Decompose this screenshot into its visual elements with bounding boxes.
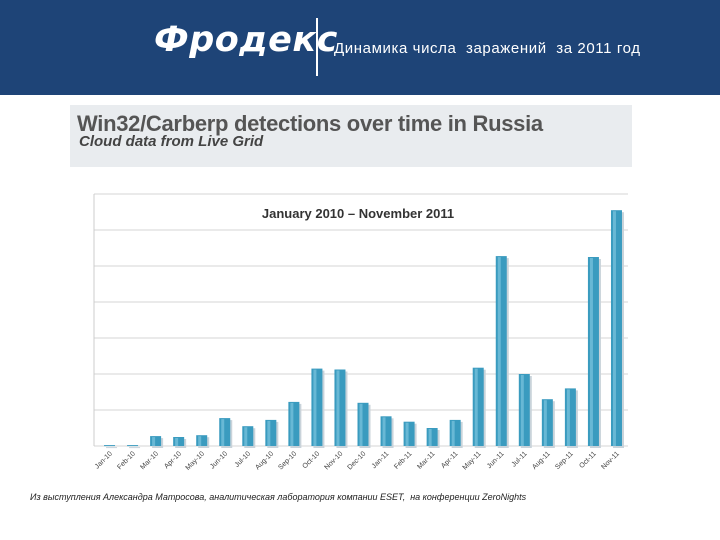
bar-highlight: [612, 211, 616, 446]
chart-subtitle: Cloud data from Live Grid: [79, 133, 264, 150]
bar-highlight: [244, 427, 248, 446]
brand-logo: Фродекс: [154, 20, 338, 60]
bar-jul-11: [518, 374, 530, 446]
x-tick-label: Apr-11: [440, 450, 460, 470]
bar-highlight: [543, 400, 547, 446]
header-banner: Фродекс Динамика числа заражений за 2011…: [0, 0, 720, 95]
bar-sep-10: [288, 401, 300, 446]
chart-title: Win32/Carberp detections over time in Ru…: [77, 111, 543, 136]
chart-period-label: January 2010 – November 2011: [262, 206, 454, 221]
bar-highlight: [336, 370, 340, 446]
bar-nov-10: [334, 369, 346, 446]
bar-highlight: [405, 422, 409, 446]
source-caption: Из выступления Александра Матросова, ана…: [30, 492, 527, 502]
bar-apr-11: [449, 419, 461, 446]
bar-jul-10: [242, 426, 254, 446]
bar-apr-10: [173, 437, 185, 446]
bar-aug-10: [265, 419, 277, 446]
bar-highlight: [359, 403, 363, 446]
bar-feb-11: [403, 421, 415, 446]
x-tick-label: Oct-10: [302, 450, 322, 470]
x-tick-label: May-11: [462, 450, 483, 471]
bar-nov-11: [610, 210, 622, 446]
bar-mar-11: [426, 428, 438, 446]
bar-may-10: [196, 435, 208, 446]
x-tick-label: Aug-10: [254, 450, 275, 471]
chart-title-box: Win32/Carberp detections over time in Ru…: [70, 105, 632, 167]
bar-highlight: [313, 369, 317, 446]
x-tick-label: Aug-11: [531, 450, 552, 471]
x-tick-label: Feb-10: [116, 450, 137, 471]
x-tick-label: Jan-10: [94, 450, 114, 470]
bar-highlight: [566, 389, 570, 446]
bar-may-11: [472, 367, 484, 446]
x-tick-label: Mar-11: [416, 450, 436, 470]
bar-highlight: [497, 257, 501, 446]
x-tick-label: Feb-11: [393, 450, 413, 470]
bar-highlight: [428, 429, 432, 446]
bar-chart: January 2010 – November 2011 Jan-10 Feb-10…: [93, 193, 628, 472]
header-subtitle: Динамика числа заражений за 2011 год: [334, 40, 641, 57]
bar-highlight: [290, 402, 294, 446]
bar-highlight: [589, 258, 593, 446]
x-tick-label: Nov-11: [600, 450, 621, 471]
x-tick-label: Mar-10: [139, 450, 160, 471]
bar-shadow: [129, 447, 141, 449]
bar-highlight: [520, 375, 524, 446]
bar-oct-10: [311, 368, 323, 446]
x-tick-label: Nov-10: [323, 450, 344, 471]
bar-mar-10: [150, 436, 162, 446]
bar-jan-11: [380, 416, 392, 446]
chart-area: January 2010 – November 2011 Jan-10 Feb-10…: [86, 186, 636, 486]
x-tick-label: Apr-10: [163, 450, 183, 470]
bar-highlight: [198, 436, 202, 446]
x-tick-label: Sep-11: [554, 450, 575, 471]
x-tick-label: Jul-11: [511, 450, 529, 468]
x-tick-label: Sep-10: [277, 450, 298, 471]
bar-sep-11: [564, 388, 576, 446]
bar-shadow: [106, 447, 118, 449]
x-tick-label: Jan-11: [371, 450, 391, 470]
bar-aug-11: [541, 399, 553, 446]
bar-highlight: [474, 368, 478, 446]
x-tick-label: Dec-10: [346, 450, 367, 471]
bar-oct-11: [587, 257, 599, 446]
header-divider: [316, 18, 318, 76]
x-tick-label: Jul-10: [234, 450, 253, 469]
bar-jun-10: [219, 418, 231, 446]
x-tick-label: Oct-11: [578, 450, 598, 470]
bar-jun-11: [495, 256, 507, 446]
bar-feb-10: [127, 445, 139, 447]
bar-highlight: [152, 437, 156, 446]
x-tick-label: May-10: [185, 450, 207, 472]
bar-highlight: [382, 417, 386, 446]
bar-highlight: [267, 420, 271, 446]
bar-jan-10: [104, 445, 116, 447]
bar-highlight: [451, 420, 455, 446]
bar-dec-10: [357, 402, 369, 446]
x-tick-label: Jun-10: [209, 450, 229, 470]
bar-highlight: [221, 419, 225, 446]
x-tick-label: Jun-11: [486, 450, 506, 470]
bar-highlight: [175, 438, 179, 446]
